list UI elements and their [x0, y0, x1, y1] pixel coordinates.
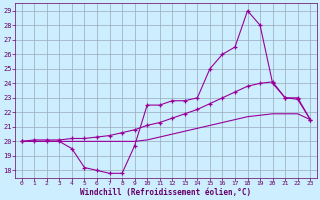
X-axis label: Windchill (Refroidissement éolien,°C): Windchill (Refroidissement éolien,°C)	[80, 188, 252, 197]
